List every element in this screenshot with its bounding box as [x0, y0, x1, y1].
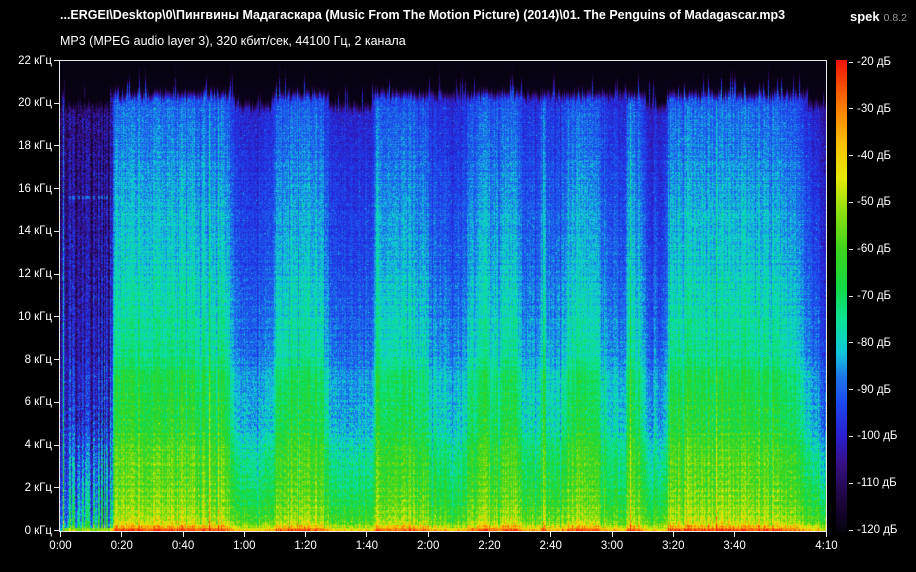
db-tick-label: -80 дБ — [857, 336, 892, 349]
db-tick-label: -30 дБ — [857, 102, 892, 115]
db-tick-label: -70 дБ — [857, 290, 892, 302]
db-tick-label: -50 дБ — [857, 196, 892, 209]
db-tick-label: -60 дБ — [857, 243, 892, 256]
spectrogram-plot — [59, 60, 827, 532]
y-tick-label: 0 кГц — [24, 524, 52, 537]
db-tick — [849, 61, 853, 63]
db-tick — [849, 201, 853, 203]
y-tick-label: 10 кГц — [18, 310, 52, 323]
x-tick — [305, 532, 307, 537]
y-tick-label: 6 кГц — [24, 396, 52, 409]
db-tick-label: -20 дБ — [857, 56, 892, 68]
x-tick-label: 3:40 — [723, 540, 746, 552]
db-tick — [849, 295, 853, 297]
x-tick-label: 0:00 — [49, 540, 72, 552]
file-path-title: ...ERGEI\Desktop\0\Пингвины Мадагаскара … — [60, 8, 786, 22]
y-tick-label: 4 кГц — [24, 439, 52, 452]
app-name: spek — [850, 9, 880, 24]
x-tick-label: 1:20 — [294, 540, 317, 552]
x-tick — [427, 532, 429, 537]
y-tick-label: 14 кГц — [18, 225, 52, 238]
y-tick-label: 22 кГц — [18, 54, 52, 67]
x-tick — [243, 532, 245, 537]
x-tick-label: 1:40 — [355, 540, 379, 552]
x-tick-label: 0:20 — [110, 540, 133, 552]
db-tick — [849, 435, 853, 437]
y-tick-label: 8 кГц — [24, 353, 52, 366]
db-colorbar — [836, 60, 847, 532]
y-tick-label: 2 кГц — [24, 481, 52, 494]
y-tick-label: 20 кГц — [18, 97, 52, 110]
x-tick — [488, 532, 490, 537]
db-tick-label: -110 дБ — [857, 477, 897, 490]
db-tick-label: -40 дБ — [857, 149, 892, 162]
y-tick-label: 18 кГц — [18, 139, 52, 152]
x-tick — [611, 532, 613, 537]
x-tick-label: 2:20 — [478, 540, 501, 552]
spectrogram-canvas — [60, 61, 826, 531]
x-tick-label: 2:00 — [416, 540, 440, 552]
x-tick — [182, 532, 184, 537]
x-tick — [121, 532, 123, 537]
x-tick — [60, 532, 61, 537]
db-tick — [849, 155, 853, 157]
y-tick-label: 16 кГц — [18, 182, 52, 195]
x-tick-label: 1:00 — [233, 540, 256, 552]
x-tick — [826, 532, 827, 537]
db-tick-label: -90 дБ — [857, 383, 892, 396]
db-tick — [849, 389, 853, 391]
db-tick — [849, 342, 853, 344]
x-tick — [672, 532, 674, 537]
x-tick-label: 2:40 — [539, 540, 562, 552]
db-tick — [849, 529, 853, 531]
db-tick — [849, 482, 853, 484]
format-subtitle: MP3 (MPEG audio layer 3), 320 кбит/сек, … — [60, 34, 406, 48]
db-tick — [849, 248, 853, 250]
x-tick — [734, 532, 736, 537]
x-tick — [550, 532, 552, 537]
db-tick-label: -100 дБ — [857, 430, 898, 443]
db-tick — [849, 108, 853, 110]
x-tick — [366, 532, 368, 537]
x-tick-label: 0:40 — [171, 540, 195, 552]
app-brand: spek 0.8.2 — [850, 8, 907, 26]
db-tick-label: -120 дБ — [857, 524, 898, 536]
y-tick-label: 12 кГц — [18, 268, 52, 281]
app-version: 0.8.2 — [883, 12, 907, 24]
x-tick-label: 3:20 — [662, 540, 685, 552]
x-tick-label: 4:10 — [815, 540, 838, 552]
x-tick-label: 3:00 — [600, 540, 624, 552]
